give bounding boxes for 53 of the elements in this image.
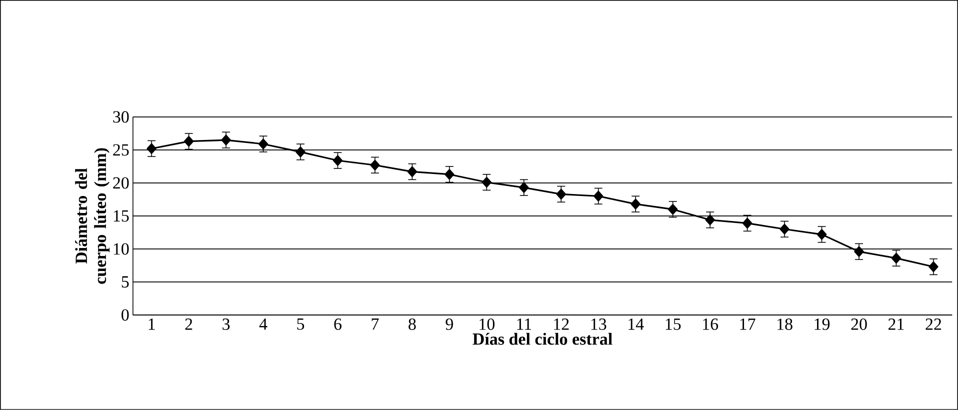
point [258,138,268,150]
y-tick-label: 10 [114,243,129,255]
point [816,229,827,240]
y-tick-label: 25 [113,144,129,156]
point [482,177,492,188]
point [742,218,752,229]
y-tick-label: 30 [113,111,129,123]
x-tick-label: 17 [740,318,756,330]
x-tick-label: 11 [517,318,532,330]
y-axis-title: Diámetro del cuerpo lúteo (mm) [75,148,110,284]
x-axis-title: Días del ciclo estral [472,332,612,345]
x-tick-label: 12 [554,318,569,330]
point [780,224,790,235]
x-tick-label: 13 [591,318,606,330]
x-tick-label: 16 [703,318,718,330]
y-tick-label: 15 [114,210,129,222]
x-tick-label: 22 [926,318,942,330]
point [705,214,715,226]
x-tick-label: 15 [666,318,681,330]
x-tick-label: 20 [851,318,867,330]
point [221,134,231,146]
y-tick-label: 20 [113,177,129,189]
y-tick-label: 5 [122,276,129,288]
point [928,262,938,272]
point [668,204,678,215]
x-tick-label: 1 [148,318,155,330]
x-tick-label: 10 [480,318,495,330]
x-tick-label: 8 [408,318,416,330]
x-tick-label: 3 [222,318,230,330]
point [407,166,418,178]
point [332,155,343,166]
point [296,146,306,158]
x-tick-label: 14 [628,318,644,330]
x-tick-label: 18 [778,318,792,330]
point [630,198,640,210]
point [519,182,529,193]
point [444,169,454,180]
x-tick-label: 2 [185,318,192,330]
point [594,190,604,202]
point [184,136,194,147]
x-tick-label: 4 [259,318,268,330]
x-tick-label: 7 [372,318,379,330]
x-tick-label: 5 [297,318,304,330]
x-tick-label: 21 [888,318,904,330]
x-tick-label: 9 [446,318,453,330]
x-tick-label: 6 [334,318,342,330]
x-tick-label: 19 [814,318,830,330]
y-tick-label: 0 [122,309,129,321]
point [370,160,380,170]
point [146,143,156,154]
point [556,188,566,200]
point [854,246,864,257]
point [891,252,902,264]
